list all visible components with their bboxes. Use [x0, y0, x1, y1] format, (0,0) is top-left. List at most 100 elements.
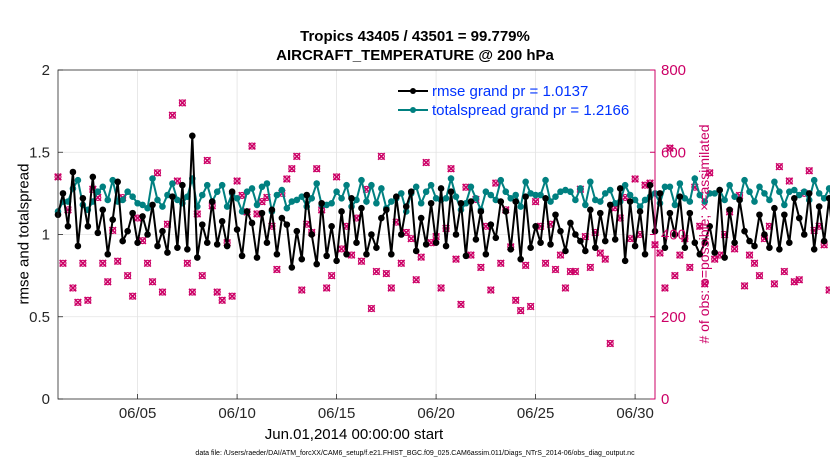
obs-count-point	[805, 166, 814, 175]
obs-assimilated-marker	[59, 259, 67, 268]
obs-possible-marker	[313, 165, 321, 173]
rmse-point	[333, 257, 340, 265]
obs-possible-marker	[706, 169, 714, 177]
totalspread-point	[696, 191, 704, 199]
rmse-point	[582, 247, 589, 255]
rmse-spread-series	[54, 132, 830, 271]
rmse-point	[69, 168, 77, 176]
rmse-point	[243, 208, 251, 215]
rmse-point	[79, 195, 87, 202]
obs-possible-marker	[775, 163, 783, 171]
rmse-point	[507, 246, 515, 253]
obs-possible-marker	[571, 267, 579, 276]
obs-possible-marker	[153, 169, 162, 177]
obs-assimilated-marker	[407, 234, 416, 243]
rmse-point	[646, 181, 654, 189]
obs-possible-marker	[770, 280, 778, 288]
totalspread-point	[691, 175, 699, 182]
obs-assimilated-marker	[367, 304, 376, 313]
obs-count-point	[457, 300, 465, 309]
obs-assimilated-marker	[198, 271, 207, 280]
y-right-tick-label: 600	[661, 144, 686, 161]
totalspread-point	[263, 180, 271, 187]
obs-assimilated-marker	[531, 197, 540, 206]
rmse-point	[248, 219, 256, 227]
obs-possible-marker	[561, 284, 570, 292]
rmse-point	[268, 206, 276, 214]
obs-possible-marker	[795, 276, 803, 284]
obs-possible-marker	[178, 99, 186, 107]
obs-assimilated-marker	[203, 156, 212, 165]
rmse-point	[397, 231, 405, 238]
rmse-point	[482, 250, 490, 258]
rmse-point	[169, 193, 176, 200]
obs-possible-marker	[512, 296, 520, 304]
obs-count-point	[755, 271, 764, 280]
obs-possible-marker	[69, 284, 77, 292]
totalspread-point	[358, 176, 365, 184]
obs-count-point	[551, 265, 560, 274]
obs-assimilated-marker	[526, 302, 535, 311]
totalspread-point	[676, 180, 684, 187]
obs-assimilated-marker	[745, 251, 754, 259]
totalspread-point	[596, 198, 604, 205]
rmse-point	[542, 195, 549, 202]
obs-count-point	[601, 255, 610, 264]
totalspread-point	[174, 196, 181, 204]
obs-count-point	[387, 284, 396, 292]
totalspread-point	[756, 183, 763, 191]
obs-count-point	[397, 259, 406, 268]
obs-possible-marker	[79, 259, 87, 267]
obs-count-point	[322, 284, 331, 292]
obs-count-point	[168, 111, 177, 120]
obs-count-point	[676, 251, 684, 259]
rmse-point	[124, 227, 131, 235]
obs-assimilated-marker	[511, 296, 520, 305]
rmse-point	[810, 246, 818, 253]
obs-assimilated-marker	[297, 286, 306, 294]
rmse-point	[129, 209, 136, 217]
obs-count-point	[248, 142, 256, 150]
rmse-point	[308, 231, 316, 238]
rmse-point	[452, 231, 460, 238]
totalspread-point	[243, 188, 251, 196]
obs-count-point	[183, 259, 192, 268]
totalspread-point	[606, 186, 614, 194]
totalspread-point	[572, 196, 579, 204]
y-right-tick-label: 0	[661, 391, 669, 408]
totalspread-point	[333, 188, 340, 196]
obs-assimilated-marker	[332, 173, 341, 181]
obs-count-point	[541, 259, 550, 268]
rmse-point	[815, 203, 823, 210]
obs-possible-marker	[168, 111, 176, 119]
obs-assimilated-marker	[661, 284, 669, 292]
totalspread-point	[169, 180, 176, 187]
rmse-point	[104, 250, 112, 258]
rmse-point	[84, 222, 92, 230]
y-tick-label: 2	[42, 62, 50, 79]
obs-assimilated-marker	[327, 271, 336, 280]
rmse-point	[109, 216, 117, 223]
obs-assimilated-marker	[153, 168, 162, 177]
y-right-tick-label: 400	[661, 227, 686, 244]
obs-possible-marker	[696, 222, 704, 230]
obs-possible-marker	[606, 339, 614, 348]
rmse-point	[527, 244, 534, 251]
obs-assimilated-marker	[168, 111, 177, 120]
totalspread-point	[129, 193, 136, 200]
obs-possible-marker	[218, 296, 226, 304]
totalspread-point	[815, 190, 823, 197]
obs-assimilated-marker	[233, 177, 241, 185]
rmse-point	[218, 218, 226, 225]
totalspread-point	[825, 185, 830, 192]
obs-assimilated-marker	[123, 271, 132, 280]
rmse-point	[283, 221, 291, 228]
totalspread-point	[776, 188, 783, 196]
obs-count-point	[825, 286, 830, 294]
rmse-point	[631, 242, 639, 250]
y-tick-label: 0	[42, 391, 50, 408]
totalspread-point	[452, 193, 460, 200]
totalspread-point	[273, 191, 281, 199]
rmse-point	[552, 211, 559, 219]
